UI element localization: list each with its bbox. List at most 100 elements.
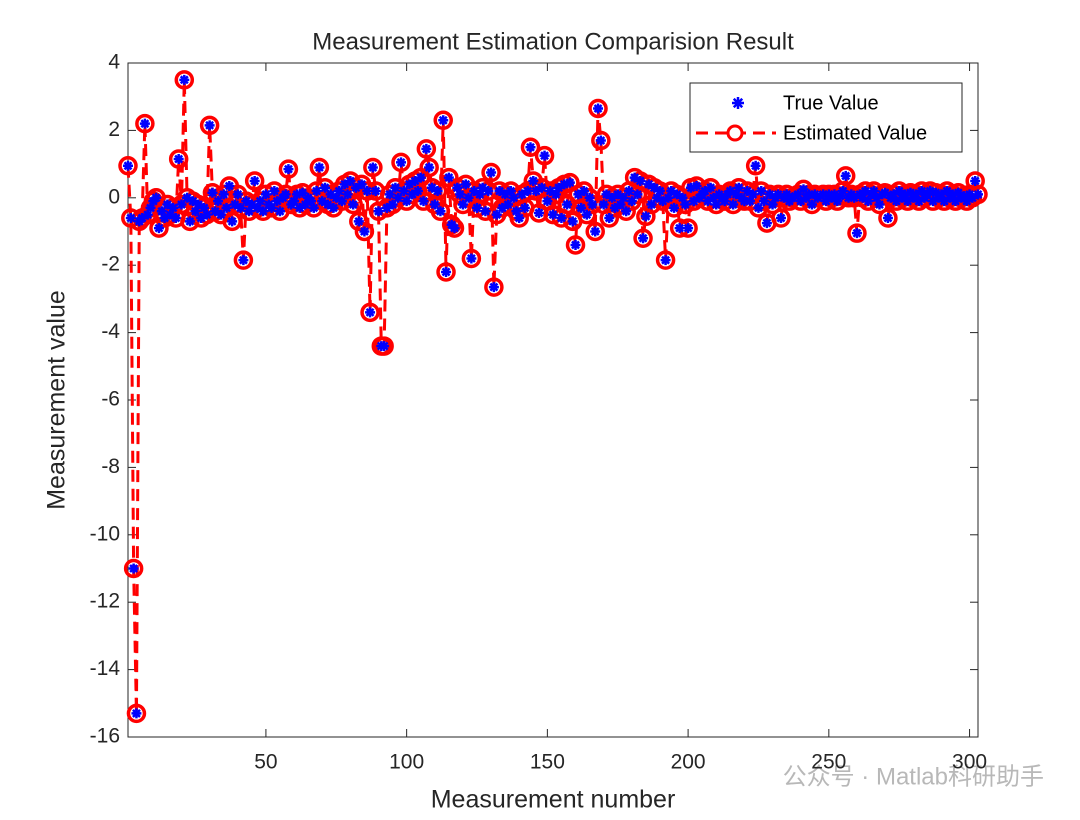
true-marker <box>449 223 460 234</box>
true-marker <box>359 226 370 237</box>
true-marker <box>151 192 162 203</box>
true-marker <box>241 196 252 207</box>
true-marker <box>618 192 629 203</box>
true-marker <box>123 160 133 171</box>
true-marker <box>193 199 204 210</box>
true-marker <box>708 192 719 203</box>
x-axis-label: Measurement number <box>431 786 676 814</box>
y-tick-label: -16 <box>90 725 120 748</box>
estimated-marker <box>461 248 482 269</box>
true-marker <box>255 196 266 207</box>
true-marker <box>362 186 373 197</box>
true-marker <box>860 186 871 197</box>
true-marker <box>677 192 688 203</box>
true-marker <box>142 209 153 220</box>
true-marker <box>711 199 722 210</box>
true-marker <box>432 186 443 197</box>
true-marker <box>125 213 136 224</box>
y-tick-label: 2 <box>108 118 120 141</box>
true-marker <box>227 216 238 227</box>
true-marker <box>190 206 201 217</box>
true-marker <box>339 179 350 190</box>
true-marker <box>578 186 589 197</box>
true-marker <box>570 239 581 250</box>
x-tick-label: 150 <box>530 751 565 774</box>
true-marker <box>663 192 674 203</box>
true-marker <box>666 186 677 197</box>
legend: True Value Estimated Value <box>689 82 963 153</box>
true-marker <box>927 196 938 207</box>
true-marker <box>438 115 449 126</box>
true-marker <box>882 213 893 224</box>
true-marker <box>759 196 770 207</box>
true-marker <box>320 182 331 193</box>
true-marker <box>798 184 809 195</box>
true-marker <box>426 182 437 193</box>
true-marker <box>488 282 499 293</box>
true-marker <box>238 255 249 266</box>
true-marker <box>184 216 195 227</box>
true-marker <box>393 192 404 203</box>
true-marker <box>500 189 511 200</box>
true-marker <box>370 186 381 197</box>
true-marker <box>773 189 784 200</box>
true-marker <box>683 223 694 234</box>
true-marker <box>545 186 556 197</box>
x-tick-label: 250 <box>811 751 846 774</box>
true-marker <box>649 182 660 193</box>
true-marker <box>640 211 651 222</box>
true-marker <box>266 202 277 213</box>
estimated-marker <box>633 228 653 248</box>
true-marker <box>424 162 435 173</box>
estimated-marker <box>835 166 856 186</box>
true-marker <box>460 179 471 190</box>
true-marker <box>170 213 181 224</box>
true-marker <box>576 202 587 213</box>
true-marker <box>595 135 606 146</box>
true-marker <box>201 209 212 220</box>
true-marker <box>601 189 612 200</box>
true-marker <box>472 202 483 213</box>
true-marker <box>280 189 291 200</box>
true-marker <box>269 186 280 197</box>
true-marker <box>702 196 713 207</box>
estimated-marker <box>123 558 144 579</box>
true-marker <box>396 157 407 168</box>
true-marker <box>536 182 547 193</box>
true-marker <box>469 186 480 197</box>
true-marker <box>970 175 981 186</box>
true-marker <box>795 196 806 207</box>
true-marker <box>835 191 846 202</box>
true-marker <box>381 202 392 213</box>
estimated-marker <box>745 156 766 176</box>
true-marker <box>463 192 474 203</box>
true-marker <box>187 196 198 207</box>
true-marker <box>657 196 668 207</box>
true-marker <box>494 186 505 197</box>
true-marker <box>373 206 384 217</box>
true-marker <box>229 199 240 210</box>
estimated-marker <box>565 235 586 255</box>
true-marker <box>539 150 550 161</box>
true-marker <box>638 233 649 244</box>
true-marker <box>452 182 463 193</box>
y-tick-label: -12 <box>90 590 120 613</box>
true-marker <box>626 196 637 207</box>
estimated-marker <box>419 157 439 178</box>
x-tick-label: 100 <box>389 751 424 774</box>
true-marker <box>367 162 378 173</box>
y-tick-label: -4 <box>101 320 120 343</box>
true-marker <box>477 182 488 193</box>
estimated-marker <box>771 208 791 228</box>
true-marker <box>387 199 398 210</box>
true-marker <box>165 209 176 220</box>
true-marker <box>474 189 485 200</box>
true-marker <box>930 187 941 198</box>
true-marker <box>235 202 246 213</box>
true-marker <box>652 192 663 203</box>
true-marker <box>902 196 913 207</box>
true-marker <box>390 182 401 193</box>
true-marker <box>505 186 516 197</box>
true-marker <box>221 202 232 213</box>
